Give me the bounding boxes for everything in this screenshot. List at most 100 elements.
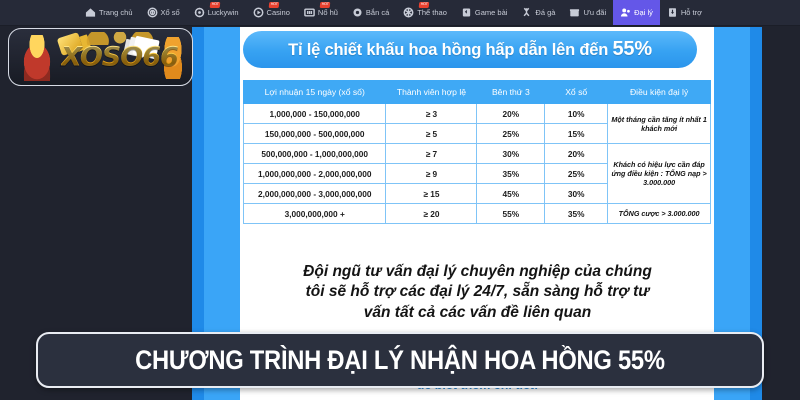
nav-item-label: Game bài <box>474 8 508 17</box>
table-header-row: Lợi nhuận 15 ngày (xổ số) Thành viên hợp… <box>242 80 711 104</box>
nav-item-9[interactable]: Ưu đãi <box>562 0 613 25</box>
overlay-title-text: CHƯƠNG TRÌNH ĐẠI LÝ NHẬN HOA HỒNG 55% <box>135 344 665 375</box>
table-row: 3,000,000,000 + ≥ 20 55% 35% TỔNG cược > 3.0… <box>242 203 711 224</box>
table-header-conditions: Điều kiện đại lý <box>607 80 711 104</box>
cell-profit: 1,000,000,000 - 2,000,000,000 <box>242 163 387 184</box>
logo-inner: XOSO66 <box>9 29 192 85</box>
tiger-mascot-icon <box>158 37 188 79</box>
lottery-icon <box>147 7 158 18</box>
table-header-third-party: Bên thứ 3 <box>476 80 546 104</box>
nav-item-10[interactable]: Đại lý <box>613 0 660 25</box>
site-logo[interactable]: XOSO66 <box>8 28 193 86</box>
cell-lottery: 25% <box>544 163 609 184</box>
cell-third-party: 20% <box>476 103 546 124</box>
cell-members: ≥ 15 <box>385 183 478 204</box>
slots-icon <box>304 7 315 18</box>
cell-members: ≥ 9 <box>385 163 478 184</box>
promo-title-prefix: Tỉ lệ chiết khấu hoa hồng hấp dẫn lên đế… <box>288 41 613 59</box>
cell-third-party: 45% <box>476 183 546 204</box>
top-navigation-bar: Trang chủ Xổ số Luckywin HOT Casino HOT Nổ hũ H… <box>0 0 800 26</box>
condition-new-customer: Một tháng cần tăng ít nhất 1 khách mới <box>607 103 711 144</box>
cell-third-party: 35% <box>476 163 546 184</box>
cell-profit: 500,000,000 - 1,000,000,000 <box>242 143 387 164</box>
page-right-blue-band <box>750 27 762 400</box>
support-book-icon <box>667 7 678 18</box>
nav-item-label: Luckywin <box>207 8 239 17</box>
condition-deposit-total: Khách có hiệu lực cần đáp ứng điều kiện … <box>607 143 711 204</box>
nav-item-11[interactable]: Hỗ trợ <box>660 0 709 25</box>
cell-third-party: 30% <box>476 143 546 164</box>
nav-item-label: Thể thao <box>417 8 447 17</box>
fishing-icon <box>352 7 363 18</box>
nav-item-8[interactable]: Đá gà <box>514 0 562 25</box>
nav-item-label: Bắn cá <box>365 8 390 17</box>
cell-lottery: 30% <box>544 183 609 204</box>
table-header-lottery: Xổ số <box>544 80 609 104</box>
nav-item-label: Đá gà <box>535 8 556 17</box>
table-header-members: Thành viên hợp lệ <box>385 80 478 104</box>
paragraph-line-3: vấn tất cả các vấn đề liên quan <box>363 303 592 321</box>
nav-item-7[interactable]: Game bài <box>454 0 515 25</box>
commission-rate-table: Lợi nhuận 15 ngày (xổ số) Thành viên hợp… <box>242 80 711 224</box>
nav-item-label: Hỗ trợ <box>680 8 703 17</box>
nav-item-label: Trang chủ <box>99 8 133 17</box>
nav-item-3[interactable]: Casino HOT <box>246 0 297 25</box>
cell-profit: 1,000,000 - 150,000,000 <box>242 103 387 124</box>
table-header-profit: Lợi nhuận 15 ngày (xổ số) <box>242 80 387 104</box>
cell-profit: 2,000,000,000 - 3,000,000,000 <box>242 183 387 204</box>
card-game-icon <box>461 7 472 18</box>
cell-lottery: 35% <box>544 203 609 224</box>
cell-profit: 3,000,000,000 + <box>242 203 387 224</box>
cockfight-icon <box>521 7 532 18</box>
promo-title-text: Tỉ lệ chiết khấu hoa hồng hấp dẫn lên đế… <box>288 38 652 61</box>
promo-title-percent: 55% <box>612 38 652 60</box>
nav-item-label: Nổ hũ <box>317 8 338 17</box>
cell-members: ≥ 7 <box>385 143 478 164</box>
nav-item-label: Đại lý <box>634 8 653 17</box>
cell-lottery: 15% <box>544 123 609 144</box>
paragraph-line-2: tôi sẽ hỗ trợ các đại lý 24/7, sẵn sàng … <box>305 283 650 301</box>
cell-lottery: 20% <box>544 143 609 164</box>
commission-table-body: 1,000,000 - 150,000,000 ≥ 3 20% 10% Một thán… <box>242 103 711 224</box>
table-row: 150,000,000 - 500,000,000 ≥ 5 25% 15% <box>242 123 711 144</box>
luckywin-icon <box>194 7 205 18</box>
cell-third-party: 55% <box>476 203 546 224</box>
hot-badge: HOT <box>268 2 280 8</box>
nav-item-label: Casino <box>266 8 290 17</box>
promo-title-pill: Tỉ lệ chiết khấu hoa hồng hấp dẫn lên đế… <box>243 31 697 68</box>
nav-item-label: Ưu đãi <box>583 8 607 17</box>
agent-support-paragraph: Đội ngũ tư vấn đại lý chuyên nghiệp của … <box>250 262 705 323</box>
commission-table-wrap: Lợi nhuận 15 ngày (xổ số) Thành viên hợp… <box>242 80 711 224</box>
table-row: 1,000,000,000 - 2,000,000,000 ≥ 9 35% 25% <box>242 163 711 184</box>
sports-ball-icon <box>403 7 414 18</box>
home-icon <box>85 7 96 18</box>
gift-icon <box>569 7 580 18</box>
hot-badge: HOT <box>319 2 331 8</box>
agent-user-icon <box>620 7 631 18</box>
nav-item-0[interactable]: Trang chủ <box>78 0 140 25</box>
logo-brand-text: XOSO66 <box>61 41 179 73</box>
cell-members: ≥ 5 <box>385 123 478 144</box>
nav-item-5[interactable]: Bắn cá <box>345 0 396 25</box>
cell-members: ≥ 20 <box>385 203 478 224</box>
table-row: 500,000,000 - 1,000,000,000 ≥ 7 30% 20% Khác… <box>242 143 711 204</box>
table-row: 1,000,000 - 150,000,000 ≥ 3 20% 10% Một thán… <box>242 103 711 144</box>
cell-third-party: 25% <box>476 123 546 144</box>
nav-item-1[interactable]: Xổ số <box>140 0 187 25</box>
page-left-blue-band <box>192 27 204 400</box>
overlay-title-bar: CHƯƠNG TRÌNH ĐẠI LÝ NHẬN HOA HỒNG 55% <box>36 332 764 388</box>
nav-item-4[interactable]: Nổ hũ HOT <box>297 0 345 25</box>
king-mascot-icon <box>17 35 57 81</box>
paragraph-line-1: Đội ngũ tư vấn đại lý chuyên nghiệp của … <box>303 263 652 280</box>
nav-item-6[interactable]: Thể thao HOT <box>396 0 454 25</box>
cell-members: ≥ 3 <box>385 103 478 124</box>
casino-play-icon <box>253 7 264 18</box>
cell-profit: 150,000,000 - 500,000,000 <box>242 123 387 144</box>
nav-item-label: Xổ số <box>160 8 180 17</box>
cell-lottery: 10% <box>544 103 609 124</box>
hot-badge: HOT <box>418 2 430 8</box>
hot-badge: HOT <box>209 2 221 8</box>
nav-item-2[interactable]: Luckywin HOT <box>187 0 246 25</box>
nav-logo-spacer <box>0 0 78 25</box>
